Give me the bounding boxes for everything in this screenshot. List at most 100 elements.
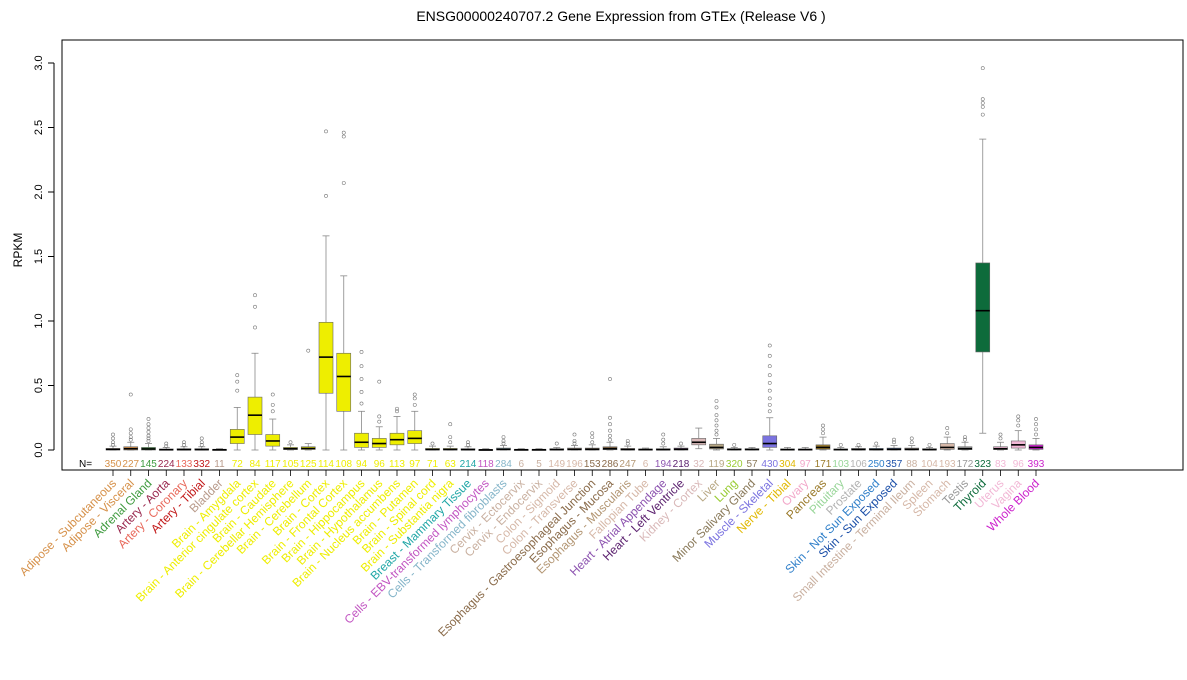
- box-outlier: [608, 415, 612, 420]
- box-outlier: [874, 441, 879, 446]
- box-8: [247, 293, 263, 451]
- box-45: [904, 436, 920, 451]
- box-outlier: [980, 101, 985, 105]
- box-25: [549, 441, 565, 451]
- n-label: 88: [906, 459, 918, 470]
- n-label: 218: [673, 459, 690, 470]
- box-outlier: [412, 392, 417, 397]
- box-outlier: [1034, 427, 1038, 432]
- n-label: 250: [868, 459, 885, 470]
- box-outlier: [945, 431, 950, 436]
- box-outlier: [146, 426, 151, 430]
- y-tick-label: 2.0: [33, 184, 45, 199]
- n-label: 83: [995, 459, 1007, 470]
- box-outlier: [892, 437, 896, 442]
- n-label: 5: [536, 459, 542, 470]
- box-7: [229, 373, 245, 451]
- y-tick-label: 1.5: [33, 249, 45, 264]
- n-label: 357: [886, 459, 903, 470]
- box-40: [815, 423, 831, 451]
- y-axis: 0.0 0.5 1.0 1.5 2.0 2.5 3.0: [33, 55, 55, 458]
- box-36: [744, 447, 760, 451]
- box-outlier: [1034, 417, 1038, 421]
- box-outlier: [182, 440, 186, 445]
- box-outlier: [767, 353, 772, 358]
- box-31: [655, 432, 671, 451]
- box-0: [105, 432, 121, 451]
- box-26: [567, 432, 582, 451]
- box-outlier: [341, 134, 346, 139]
- box-outlier: [270, 409, 275, 414]
- box-outlier: [111, 442, 115, 447]
- box-43: [868, 441, 884, 451]
- n-label: 350: [105, 459, 122, 470]
- box-49: [975, 66, 991, 434]
- box-outlier: [341, 181, 346, 185]
- box-outlier: [767, 381, 772, 385]
- n-label: 108: [335, 459, 352, 470]
- box-outlier: [448, 435, 453, 440]
- box-outlier: [892, 440, 896, 445]
- box-outlier: [501, 441, 506, 446]
- box-32: [673, 441, 689, 451]
- n-label: 118: [478, 459, 494, 470]
- n-label: 113: [389, 459, 405, 470]
- n-label: 71: [427, 459, 439, 470]
- box-outlier: [164, 441, 169, 446]
- box-outlier: [963, 437, 967, 442]
- box-iqr: [762, 435, 778, 448]
- n-label: 97: [800, 459, 812, 470]
- n-label: 393: [1028, 459, 1045, 470]
- box-outlier: [501, 439, 506, 443]
- box-outlier: [341, 130, 346, 135]
- n-label: 84: [249, 459, 261, 470]
- box-outlier: [146, 422, 151, 427]
- box-outlier: [377, 419, 382, 424]
- n-label: 72: [232, 459, 244, 470]
- box-outlier: [270, 392, 275, 397]
- box-outlier: [608, 422, 612, 427]
- n-label: 117: [265, 459, 281, 470]
- box-outlier: [128, 427, 133, 432]
- box-outlier: [714, 399, 719, 403]
- n-label: 94: [356, 459, 368, 470]
- box-outlier: [270, 402, 275, 407]
- n-label: 106: [850, 459, 867, 470]
- box-outlier: [980, 66, 985, 71]
- box-27: [584, 431, 600, 451]
- box-outlier: [111, 432, 115, 437]
- box-22: [496, 435, 511, 451]
- box-outlier: [767, 396, 772, 401]
- n-labels-group: 350 227 145 224 133 332 11 72 84 117 105 125 114 108 9…: [105, 459, 1045, 470]
- n-label: 145: [140, 459, 157, 470]
- box-outlier: [1034, 432, 1038, 437]
- n-label: 194: [655, 459, 672, 470]
- box-outlier: [661, 432, 666, 437]
- box-outlier: [306, 348, 311, 353]
- box-outlier: [732, 442, 737, 447]
- box-outlier: [111, 436, 115, 441]
- box-42: [851, 442, 866, 451]
- box-outlier: [199, 442, 204, 447]
- box-outlier: [767, 364, 772, 369]
- box-outlier: [838, 442, 843, 447]
- box-outlier: [448, 422, 453, 427]
- box-outlier: [998, 432, 1003, 437]
- box-outlier: [767, 373, 772, 378]
- box-6: [212, 448, 227, 451]
- box-23: [513, 448, 529, 451]
- box-46: [922, 442, 937, 451]
- y-tick-label: 0.5: [33, 378, 45, 393]
- box-outlier: [821, 427, 825, 432]
- box-outlier: [554, 441, 559, 446]
- box-outlier: [661, 441, 666, 446]
- box-outlier: [714, 413, 719, 418]
- n-label: 323: [974, 459, 991, 470]
- box-outlier: [767, 402, 772, 407]
- box-outlier: [714, 418, 719, 423]
- box-outlier: [128, 437, 133, 442]
- box-outlier: [501, 435, 506, 440]
- box-38: [780, 447, 795, 451]
- box-outlier: [608, 377, 612, 381]
- box-outlier: [359, 364, 364, 369]
